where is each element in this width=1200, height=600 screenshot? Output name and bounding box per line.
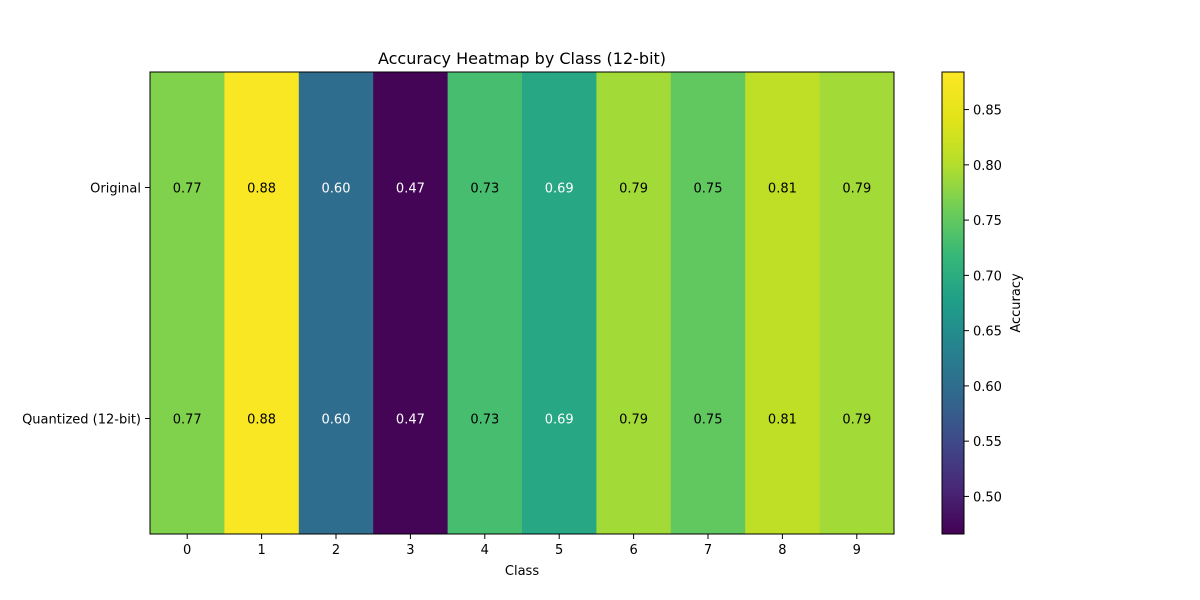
heatmap-cell bbox=[670, 303, 746, 535]
colorbar-label: Accuracy bbox=[1009, 273, 1024, 333]
x-tick-label: 3 bbox=[406, 543, 414, 558]
x-tick-label: 9 bbox=[853, 543, 861, 558]
cell-value-label: 0.75 bbox=[694, 182, 723, 197]
x-tick-label: 4 bbox=[481, 543, 489, 558]
cell-value-label: 0.88 bbox=[247, 413, 276, 428]
cell-value-label: 0.75 bbox=[694, 413, 723, 428]
heatmap-cell bbox=[298, 303, 374, 535]
colorbar-tick-label: 0.60 bbox=[973, 380, 1002, 395]
heatmap-cell bbox=[447, 72, 523, 304]
x-axis-label: Class bbox=[505, 564, 539, 579]
colorbar-ticks: 0.50 0.55 0.60 0.65 0.70 0.75 0.80 0.85 bbox=[964, 104, 1002, 505]
heatmap-cell-labels: 0.77 0.88 0.60 0.47 0.73 0.69 0.79 0.75 0.81 0.79… bbox=[173, 182, 872, 428]
heatmap-cell bbox=[522, 72, 597, 304]
y-tick-label: Original bbox=[90, 182, 141, 197]
heatmap-cell bbox=[670, 72, 746, 304]
colorbar-tick-label: 0.55 bbox=[973, 435, 1002, 450]
x-tick-label: 8 bbox=[778, 543, 786, 558]
heatmap-cell bbox=[224, 72, 300, 304]
x-tick-label: 1 bbox=[257, 543, 265, 558]
cell-value-label: 0.69 bbox=[545, 413, 574, 428]
cell-value-label: 0.79 bbox=[619, 413, 648, 428]
colorbar-tick-label: 0.65 bbox=[973, 325, 1002, 340]
colorbar-tick-label: 0.75 bbox=[973, 214, 1002, 229]
x-tick-label: 0 bbox=[183, 543, 191, 558]
cell-value-label: 0.79 bbox=[842, 413, 871, 428]
heatmap-cell bbox=[150, 303, 225, 535]
colorbar-tick-label: 0.85 bbox=[973, 104, 1002, 119]
cell-value-label: 0.69 bbox=[545, 182, 574, 197]
cell-value-label: 0.47 bbox=[396, 413, 425, 428]
heatmap-cell bbox=[150, 72, 225, 304]
cell-value-label: 0.79 bbox=[842, 182, 871, 197]
cell-value-label: 0.88 bbox=[247, 182, 276, 197]
colorbar: 0.50 0.55 0.60 0.65 0.70 0.75 0.80 0.85 Accurac… bbox=[941, 71, 1024, 535]
heatmap-cell bbox=[373, 72, 449, 304]
chart-title: Accuracy Heatmap by Class (12-bit) bbox=[378, 49, 666, 68]
y-tick-label: Quantized (12-bit) bbox=[22, 413, 141, 428]
heatmap-cell bbox=[819, 72, 895, 304]
x-tick-label: 5 bbox=[555, 543, 563, 558]
cell-value-label: 0.77 bbox=[173, 182, 202, 197]
heatmap-cell bbox=[596, 72, 672, 304]
cell-value-label: 0.77 bbox=[173, 413, 202, 428]
x-tick-label: 2 bbox=[332, 543, 340, 558]
cell-value-label: 0.81 bbox=[768, 413, 797, 428]
heatmap-cell bbox=[298, 72, 374, 304]
colorbar-tick-label: 0.70 bbox=[973, 269, 1002, 284]
plot-area-frame bbox=[149, 71, 895, 535]
y-axis: Original Quantized (12-bit) bbox=[22, 182, 150, 428]
heatmap-cell bbox=[745, 303, 821, 535]
cell-value-label: 0.81 bbox=[768, 182, 797, 197]
colorbar-gradient bbox=[942, 72, 964, 534]
heatmap-cell bbox=[373, 303, 449, 535]
x-axis: 0 1 2 3 4 5 6 7 8 9 bbox=[183, 534, 861, 558]
heatmap-cell bbox=[745, 72, 821, 304]
cell-value-label: 0.60 bbox=[322, 182, 351, 197]
x-tick-label: 6 bbox=[629, 543, 637, 558]
colorbar-tick-label: 0.50 bbox=[973, 490, 1002, 505]
heatmap-cells bbox=[150, 72, 895, 535]
heatmap-cell bbox=[447, 303, 523, 535]
heatmap-cell bbox=[224, 303, 300, 535]
cell-value-label: 0.47 bbox=[396, 182, 425, 197]
cell-value-label: 0.73 bbox=[470, 413, 499, 428]
heatmap-cell bbox=[819, 303, 895, 535]
heatmap-cell bbox=[596, 303, 672, 535]
heatmap-cell bbox=[522, 303, 597, 535]
colorbar-frame bbox=[941, 71, 965, 535]
cell-value-label: 0.79 bbox=[619, 182, 648, 197]
x-tick-label: 7 bbox=[704, 543, 712, 558]
cell-value-label: 0.60 bbox=[322, 413, 351, 428]
colorbar-tick-label: 0.80 bbox=[973, 159, 1002, 174]
cell-value-label: 0.73 bbox=[470, 182, 499, 197]
